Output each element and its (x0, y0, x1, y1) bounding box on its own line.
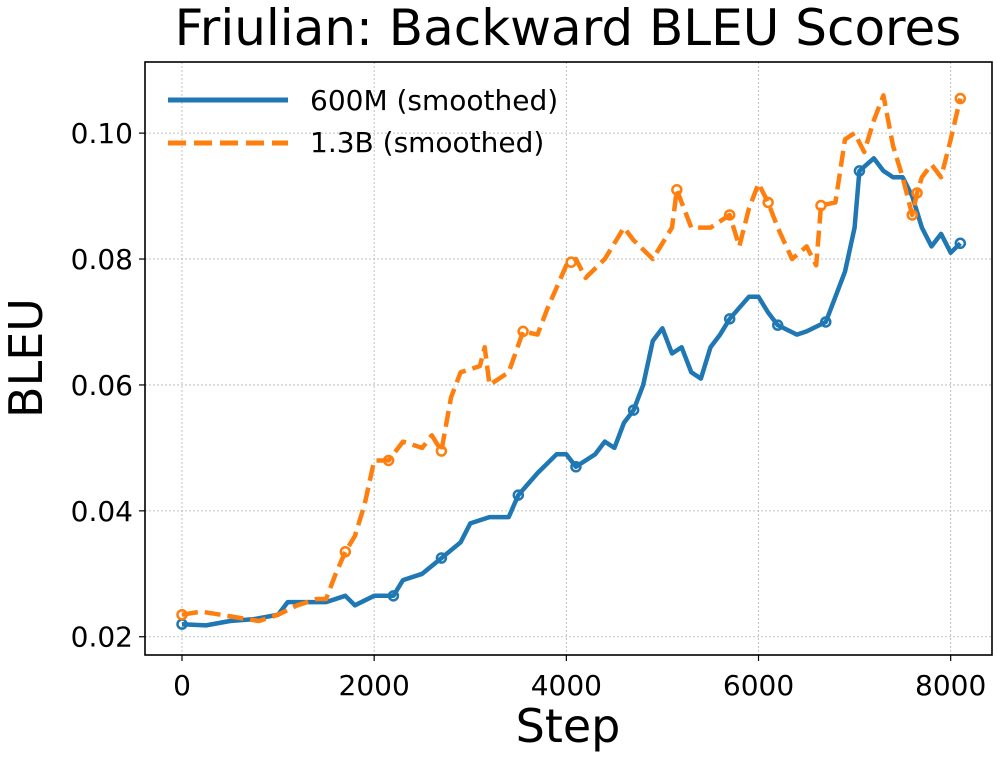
series-marker-1 (517, 325, 529, 338)
series-lines (176, 92, 967, 630)
x-tick-label: 4000 (531, 669, 602, 702)
grid (145, 62, 992, 655)
series-line-0 (181, 156, 962, 628)
series-marker-1 (176, 608, 188, 621)
series-marker-0 (820, 316, 832, 328)
series-marker-0 (435, 552, 448, 564)
series-marker-0 (512, 489, 525, 501)
chart-title: Friulian: Backward BLEU Scores (175, 0, 962, 57)
series-marker-1 (954, 92, 967, 105)
legend-label-600m: 600M (smoothed) (310, 84, 558, 117)
series-marker-1 (435, 445, 448, 457)
series-marker-0 (954, 237, 967, 250)
y-tick-label: 0.06 (71, 369, 133, 402)
series-marker-1 (815, 199, 827, 212)
legend-label-1.3b: 1.3B (smoothed) (310, 126, 544, 159)
series-marker-1 (762, 196, 774, 209)
series-marker-1 (723, 209, 736, 221)
plot-frame (144, 61, 993, 656)
series-line-1 (181, 93, 963, 624)
series-marker-0 (627, 404, 640, 416)
x-tick-label: 8000 (915, 669, 986, 702)
y-tick-label: 0.02 (71, 621, 133, 654)
x-tick-label: 6000 (723, 669, 794, 702)
series-marker-0 (853, 165, 866, 177)
series-marker-0 (723, 313, 736, 325)
series-marker-0 (771, 319, 784, 331)
x-tick-label: 0 (173, 669, 191, 702)
legend: 600M (smoothed) 1.3B (smoothed) (168, 84, 558, 159)
series-marker-1 (911, 187, 923, 199)
series-marker-1 (339, 546, 352, 558)
series-marker-1 (565, 256, 577, 268)
series-marker-1 (906, 209, 918, 221)
series-marker-1 (671, 184, 683, 196)
y-axis-label: BLEU (0, 298, 53, 418)
x-axis-label: Step (516, 699, 621, 753)
axis-ticks: 0 2000 4000 6000 8000 0.02 0.04 0.06 0.08 0.10 (71, 117, 987, 702)
y-tick-label: 0.08 (71, 243, 133, 276)
y-tick-label: 0.10 (71, 117, 133, 150)
series-marker-0 (570, 461, 582, 473)
series-marker-1 (382, 454, 395, 467)
y-tick-label: 0.04 (71, 495, 133, 528)
x-tick-label: 2000 (339, 669, 410, 702)
series-marker-0 (387, 590, 400, 602)
